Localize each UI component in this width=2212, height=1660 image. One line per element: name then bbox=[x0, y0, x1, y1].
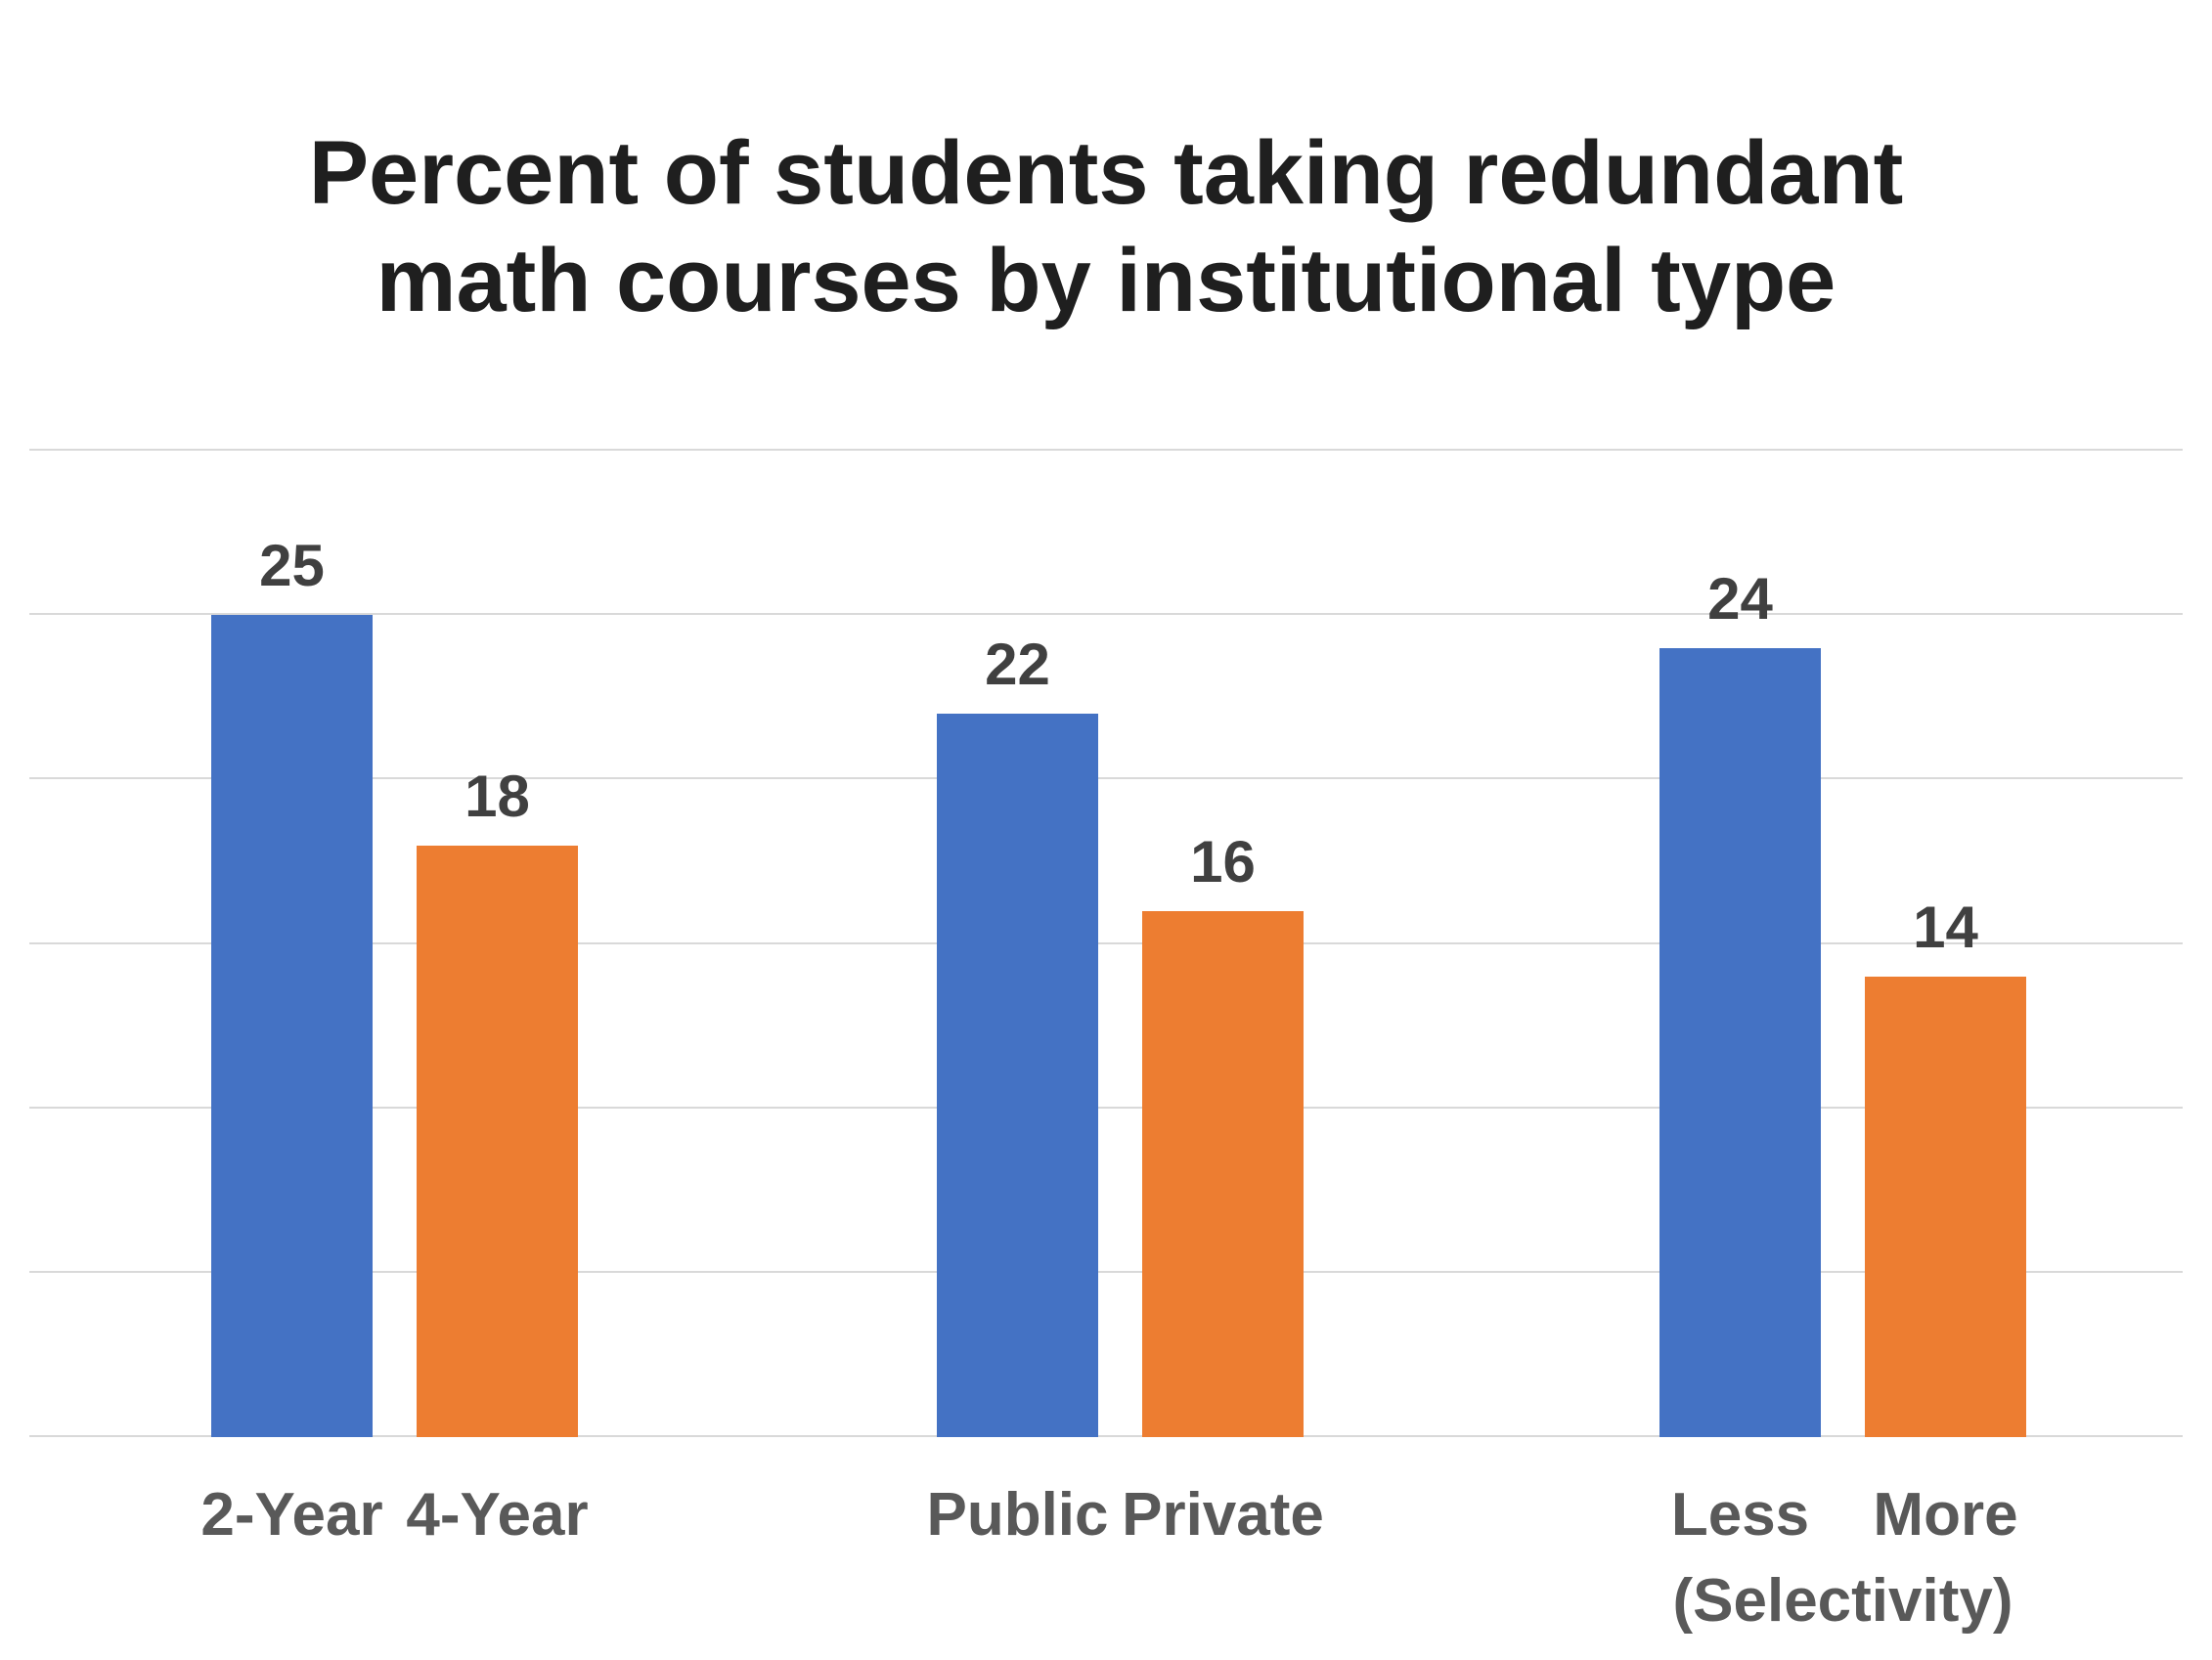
chart-title: Percent of students taking redundant mat… bbox=[308, 123, 1904, 331]
value-label-more: 14 bbox=[1913, 895, 1978, 960]
value-label-less: 24 bbox=[1707, 566, 1773, 632]
category-label-4-year: 4-Year bbox=[406, 1481, 589, 1549]
gridline-15 bbox=[29, 941, 2183, 944]
gridline-10 bbox=[29, 1106, 2183, 1109]
bar-group-1: 25 2-Year 18 4-Year bbox=[200, 451, 588, 1549]
bar-2-year bbox=[211, 615, 373, 1437]
gridline-20 bbox=[29, 777, 2183, 780]
bar-group-2: 22 Public 16 Private bbox=[926, 451, 1324, 1549]
bar-cell-2-year: 25 2-Year bbox=[200, 451, 382, 1549]
category-label-less: Less bbox=[1670, 1481, 1810, 1549]
category-label-public: Public bbox=[926, 1481, 1109, 1549]
gridline-25 bbox=[29, 613, 2183, 616]
category-label-private: Private bbox=[1122, 1481, 1324, 1549]
value-label-private: 16 bbox=[1190, 829, 1256, 895]
category-label-2-year: 2-Year bbox=[200, 1481, 383, 1549]
bar-public bbox=[937, 714, 1098, 1437]
category-label-more: More bbox=[1873, 1481, 2018, 1549]
bar-cell-public: 22 Public bbox=[926, 451, 1108, 1549]
value-label-2-year: 25 bbox=[259, 533, 325, 598]
gridline-5 bbox=[29, 1270, 2183, 1273]
bar-less bbox=[1659, 648, 1821, 1437]
bar-group-3: 24 Less 14 More (Selectivity) bbox=[1659, 451, 2026, 1635]
bar-cell-private: 16 Private bbox=[1122, 451, 1324, 1549]
gridline-0 bbox=[29, 1435, 2183, 1437]
sublabel-selectivity: (Selectivity) bbox=[1672, 1567, 2013, 1635]
value-label-4-year: 18 bbox=[465, 764, 530, 829]
bar-private bbox=[1142, 911, 1304, 1437]
bar-4-year bbox=[417, 846, 578, 1437]
bar-more bbox=[1865, 977, 2026, 1437]
gridline-30 bbox=[29, 449, 2183, 451]
value-label-public: 22 bbox=[985, 632, 1050, 697]
bar-cell-4-year: 18 4-Year bbox=[406, 451, 588, 1549]
bar-cell-less: 24 Less bbox=[1659, 451, 1821, 1549]
bar-cell-more: 14 More bbox=[1865, 451, 2026, 1549]
plot-area: 25 2-Year 18 4-Year 22 Public 16 Private 24 Less 1… bbox=[29, 449, 2183, 1635]
